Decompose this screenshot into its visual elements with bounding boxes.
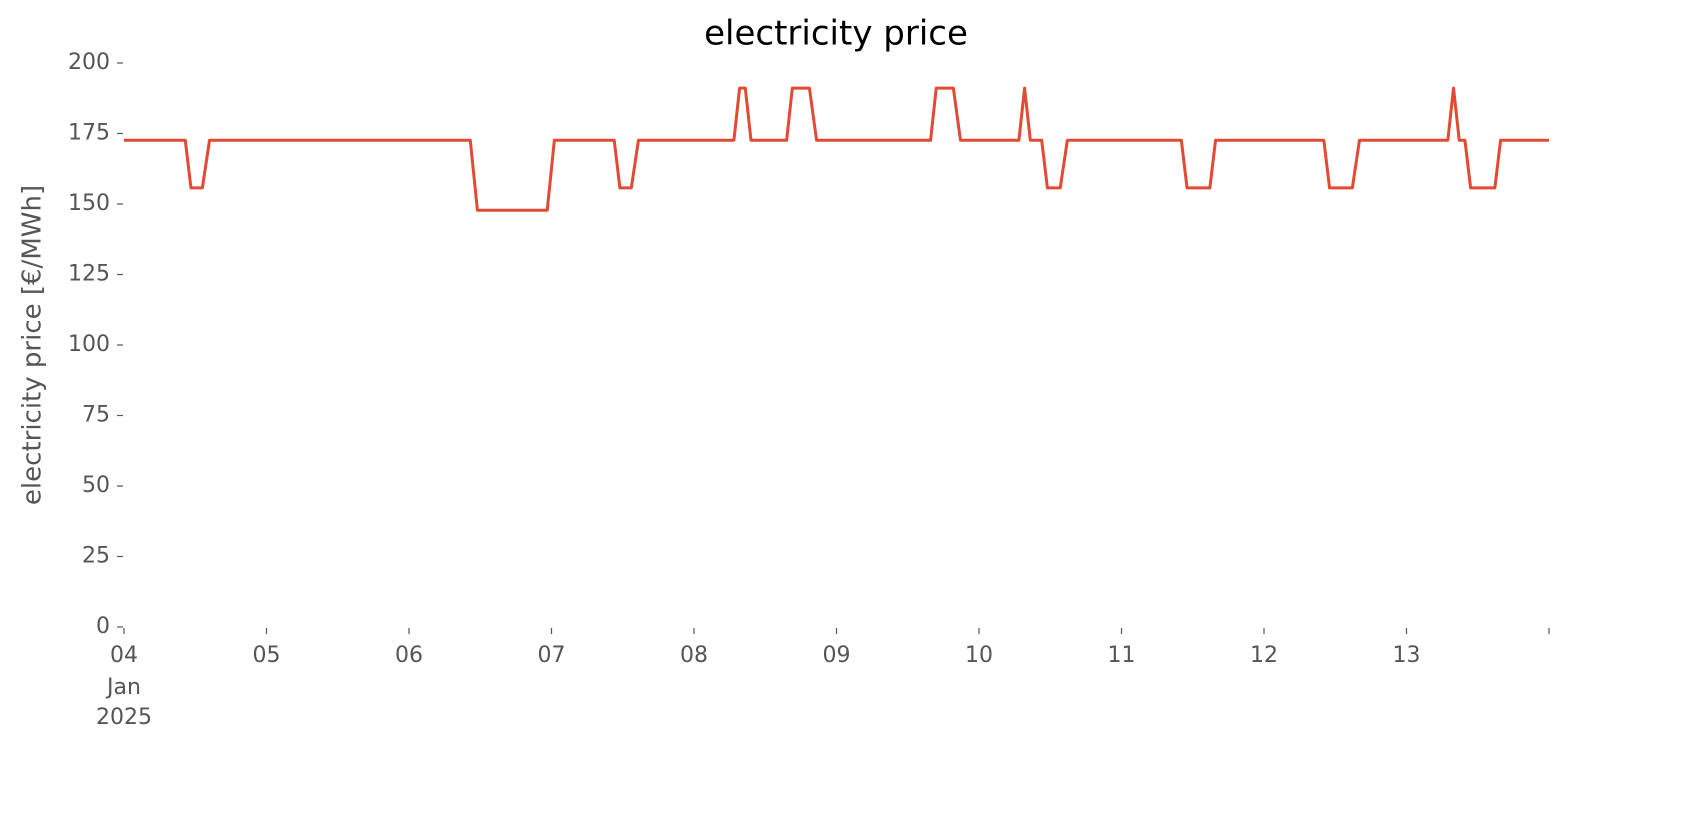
price-line [124, 86, 1549, 212]
chart-title: electricity price [704, 14, 968, 54]
x-tick-label: 13 [1393, 643, 1421, 668]
x-tick-label: 07 [538, 643, 566, 668]
x-tick-label: 04 [110, 643, 138, 668]
y-tick-label: 150 [68, 191, 110, 216]
y-tick-label: 200 [68, 50, 110, 75]
y-tick-label: 75 [82, 403, 110, 428]
y-tick-label: 175 [68, 121, 110, 146]
x-tick-label: 09 [823, 643, 851, 668]
x-tick-sublabel: Jan [105, 675, 141, 700]
x-tick-label: 11 [1108, 643, 1136, 668]
x-tick-label: 10 [965, 643, 993, 668]
y-axis-label: electricity price [€/MWh] [18, 185, 48, 505]
y-tick-label: 100 [68, 332, 110, 357]
x-tick-label: 12 [1250, 643, 1278, 668]
y-tick-label: 25 [82, 544, 110, 569]
x-tick-label: 08 [680, 643, 708, 668]
x-tick-sublabel: 2025 [96, 705, 152, 730]
y-tick-label: 125 [68, 262, 110, 287]
y-tick-label: 0 [96, 614, 110, 639]
x-tick-label: 05 [253, 643, 281, 668]
x-tick-label: 06 [395, 643, 423, 668]
y-tick-label: 50 [82, 473, 110, 498]
